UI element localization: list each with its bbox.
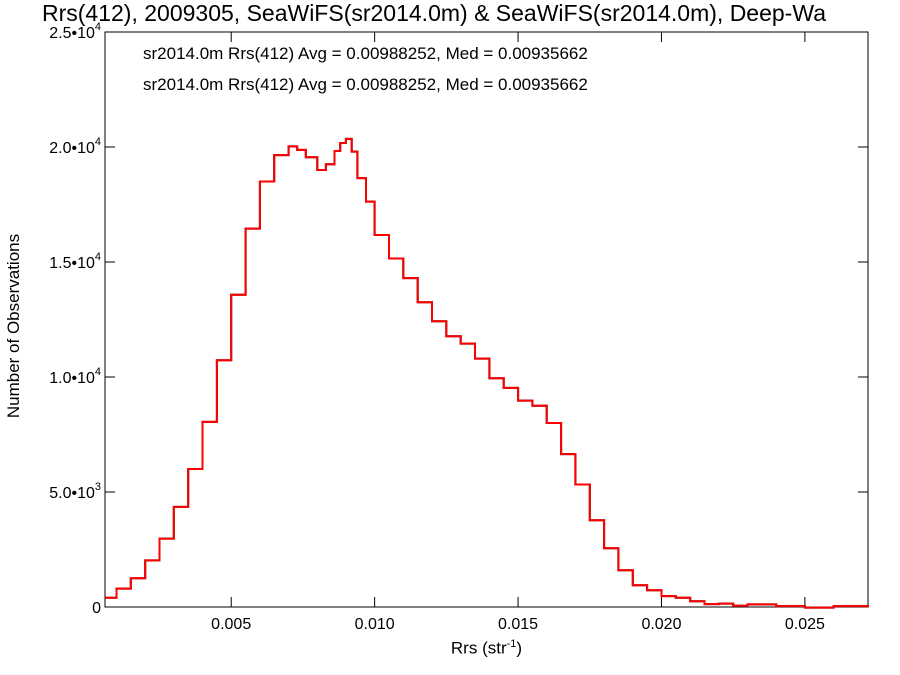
series-line-red <box>105 137 869 609</box>
y-tick-label: 1.0•104 <box>49 366 101 387</box>
x-tick-label: 0.020 <box>641 616 681 633</box>
x-axis-label-text: Rrs (str <box>450 638 507 658</box>
y-tick-label: 1.5•104 <box>49 251 101 272</box>
plot-frame <box>104 31 869 608</box>
x-tick-label: 0.010 <box>355 616 395 633</box>
chart-title: Rrs(412), 2009305, SeaWiFS(sr2014.0m) & … <box>42 0 826 26</box>
y-tick-label: 2.5•104 <box>49 21 101 42</box>
x-tick-label: 0.025 <box>785 616 825 633</box>
y-tick-label: 5.0•103 <box>49 481 101 502</box>
x-tick-label: 0.015 <box>498 616 538 633</box>
y-tick-label: 0 <box>92 600 101 617</box>
legend-entry-red: sr2014.0m Rrs(412) Avg = 0.00988252, Med… <box>143 75 588 94</box>
x-axis-label: Rrs (str-1) <box>0 638 900 659</box>
legend-entry-black: sr2014.0m Rrs(412) Avg = 0.00988252, Med… <box>143 44 588 63</box>
x-axis-label-exponent: -1 <box>506 638 517 650</box>
y-axis-label: Number of Observations <box>4 233 23 419</box>
x-tick-label: 0.005 <box>211 616 251 633</box>
series-line-black <box>105 137 869 609</box>
y-tick-label: 2.0•104 <box>49 136 101 157</box>
x-axis-label-close: ) <box>516 638 523 658</box>
